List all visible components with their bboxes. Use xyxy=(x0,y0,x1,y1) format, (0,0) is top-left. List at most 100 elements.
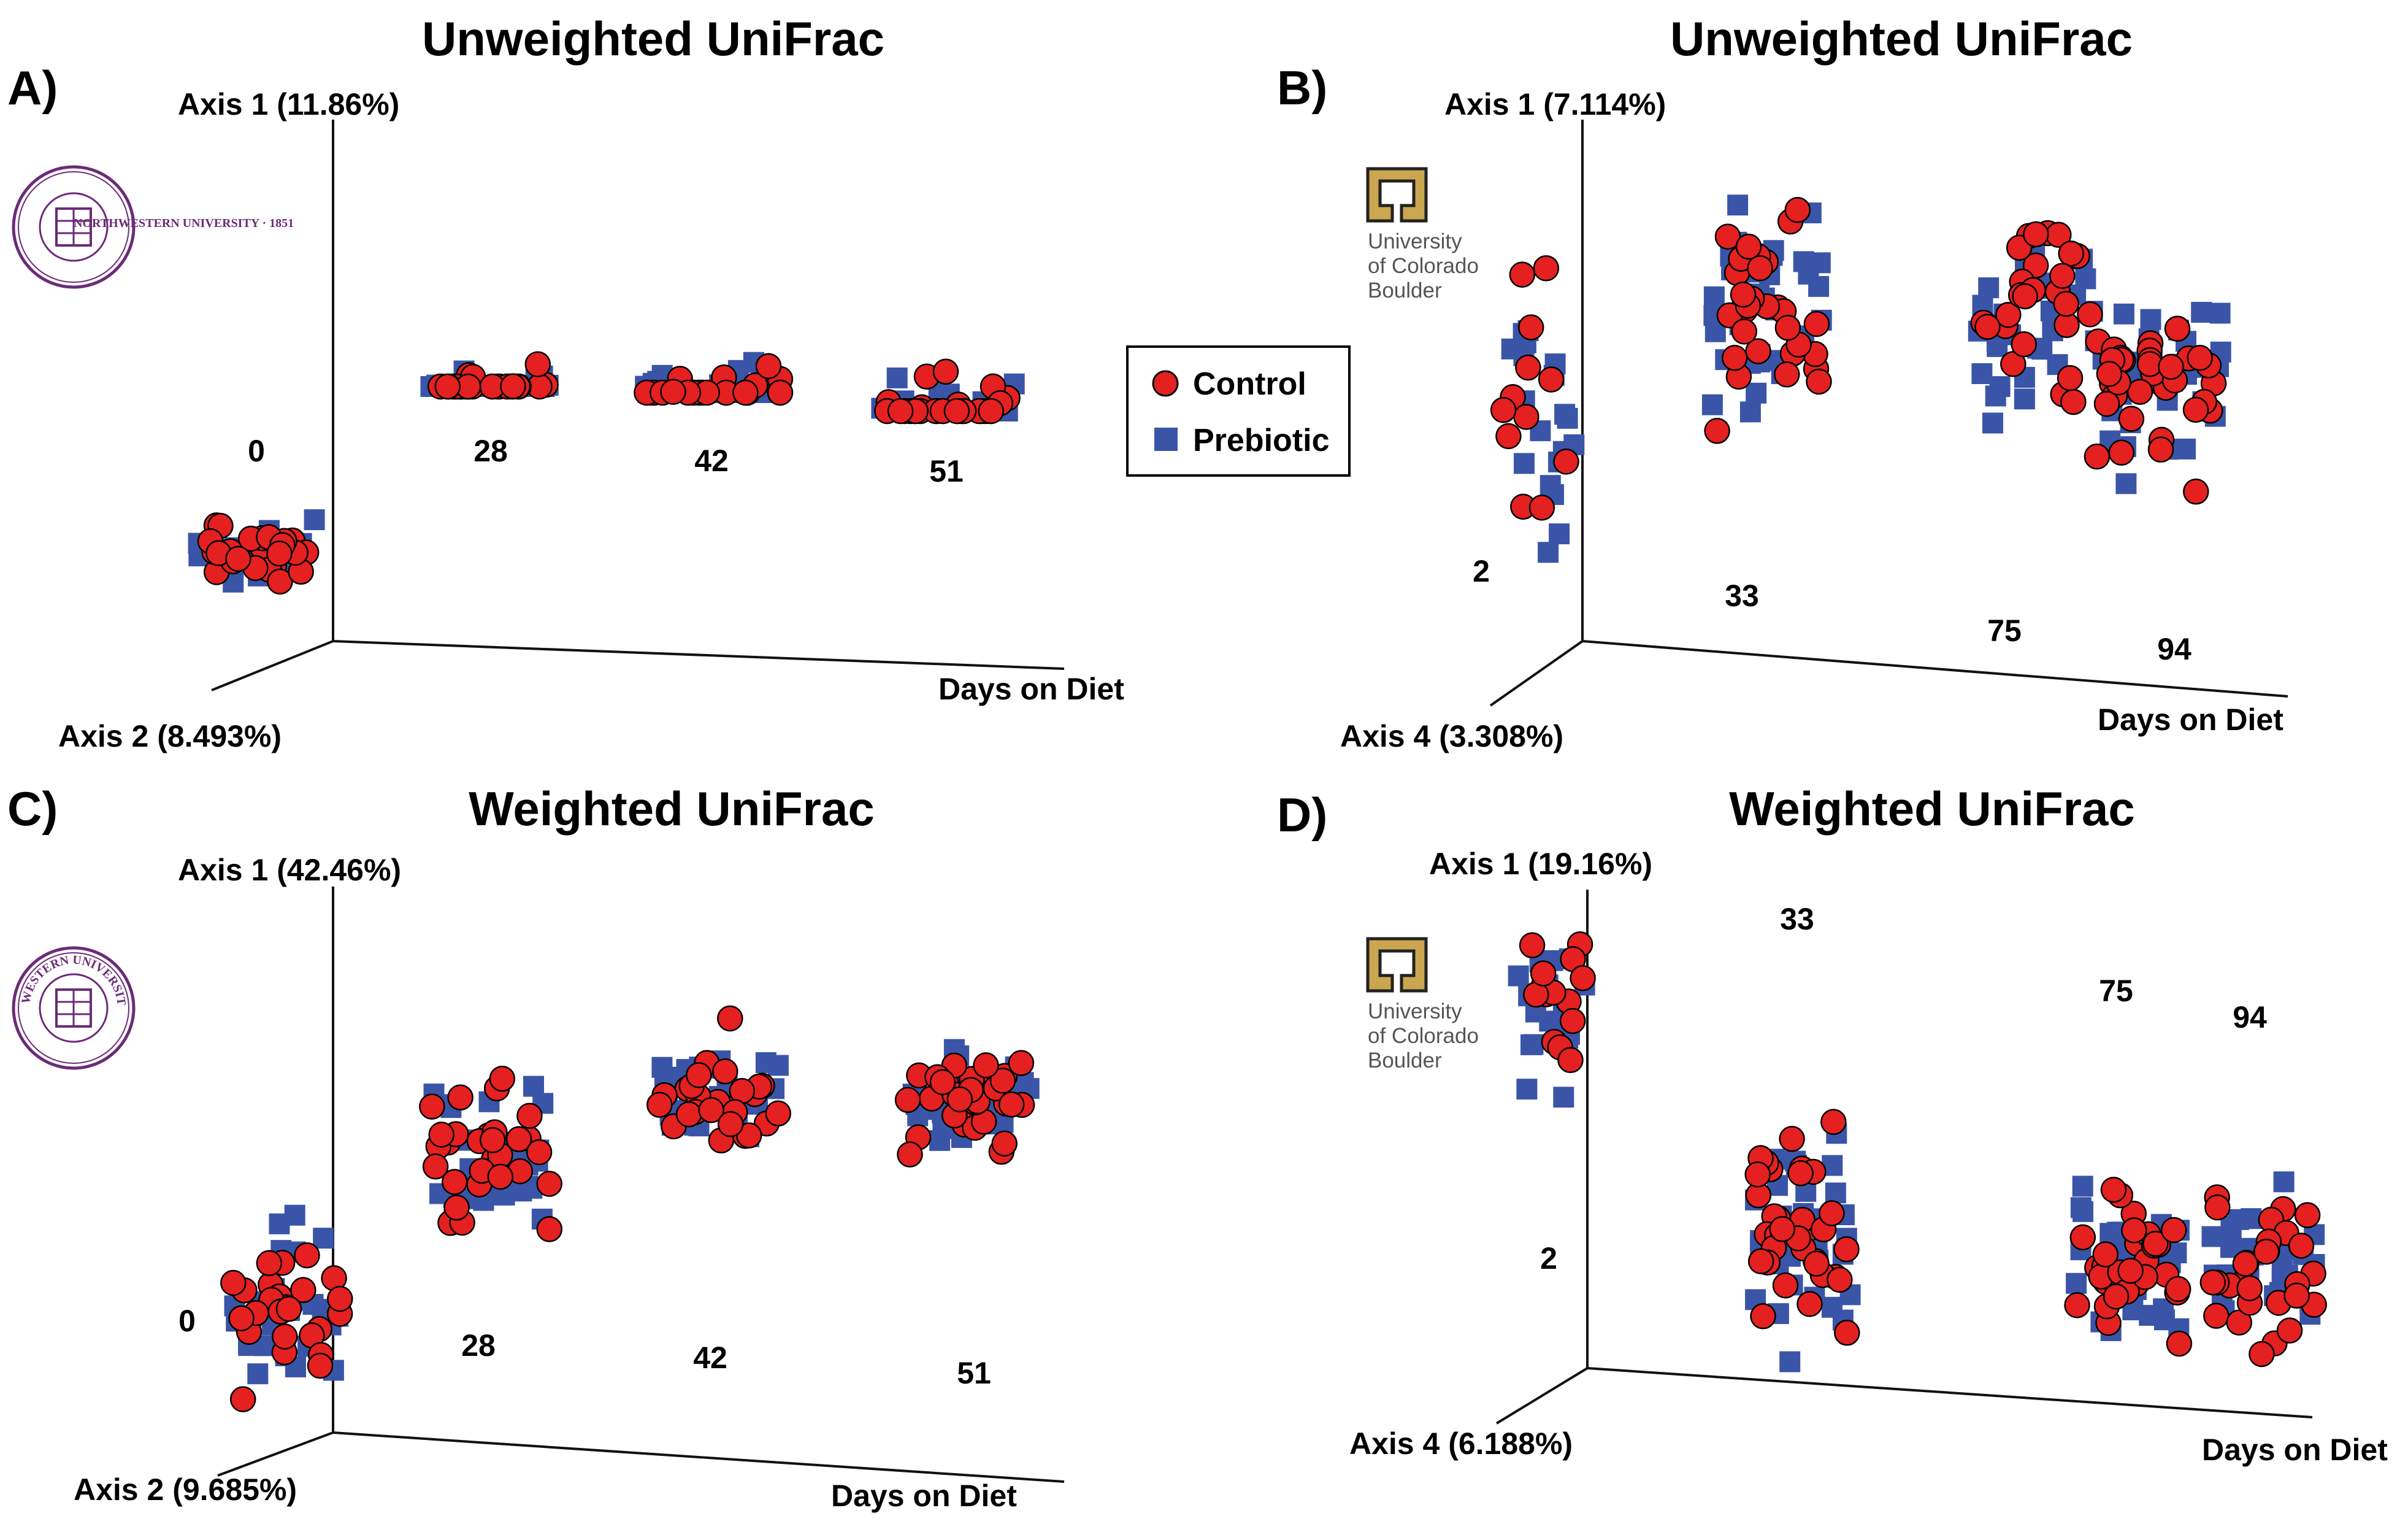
control-point xyxy=(447,1084,474,1111)
control-point xyxy=(1827,1266,1853,1293)
control-point xyxy=(422,1153,449,1180)
control-point xyxy=(2166,1330,2193,1357)
control-point xyxy=(220,1269,247,1296)
axis-vertical-label: Axis 1 (11.86%) xyxy=(178,87,399,121)
control-point xyxy=(943,398,970,425)
control-point xyxy=(660,379,686,405)
panel-label: D) xyxy=(1277,788,1327,842)
control-point xyxy=(428,1122,454,1148)
control-point xyxy=(1803,310,1830,337)
prebiotic-point xyxy=(247,1363,269,1385)
day-label-75: 75 xyxy=(1987,614,2022,648)
control-point xyxy=(2053,290,2080,317)
prebiotic-point xyxy=(1985,385,2006,407)
control-point xyxy=(2203,1303,2230,1329)
cu-boulder-logo: University of Colorado Boulder xyxy=(1366,937,1479,1072)
prebiotic-point xyxy=(313,1228,334,1249)
control-point xyxy=(686,1062,712,1088)
prebiotic-point xyxy=(1538,542,1559,563)
day-label-42: 42 xyxy=(693,1341,727,1375)
control-point xyxy=(2165,1276,2191,1303)
control-point xyxy=(1557,1047,1584,1074)
control-point xyxy=(2060,388,2087,415)
control-point xyxy=(2084,443,2111,470)
panel-b: B) Unweighted UniFrac Axis 1 (7.114%) Ax… xyxy=(1277,12,2288,753)
prebiotic-point xyxy=(1987,336,2008,357)
legend-prebiotic-marker xyxy=(1154,428,1178,451)
control-point xyxy=(1714,223,1741,250)
control-point xyxy=(1517,314,1544,341)
control-point xyxy=(2121,1217,2147,1244)
control-point xyxy=(2117,1258,2144,1284)
prebiotic-point xyxy=(1746,382,1767,404)
prebiotic-point xyxy=(1549,523,1570,545)
prebiotic-point xyxy=(1727,194,1749,216)
axis-days xyxy=(332,640,1065,670)
control-point xyxy=(897,1141,923,1168)
control-point xyxy=(717,1110,744,1137)
prebiotic-point xyxy=(2201,1226,2223,1247)
control-point xyxy=(1769,1216,1795,1242)
control-point xyxy=(2204,1194,2231,1221)
data-points xyxy=(1508,931,2327,1372)
control-point xyxy=(275,1296,302,1322)
control-point xyxy=(1538,366,1565,393)
control-point xyxy=(2069,1224,2096,1251)
control-point xyxy=(2126,379,2153,405)
control-point xyxy=(536,1216,563,1242)
day-label-33: 33 xyxy=(1725,579,1759,613)
control-point xyxy=(2236,1275,2263,1301)
control-point xyxy=(500,373,526,399)
control-point xyxy=(225,545,251,572)
prebiotic-point xyxy=(755,1052,776,1073)
control-point xyxy=(526,1139,553,1166)
control-point xyxy=(267,568,293,595)
control-point xyxy=(932,358,959,385)
control-point xyxy=(1974,314,2001,340)
control-point xyxy=(1819,1200,1845,1226)
control-point xyxy=(991,1130,1018,1157)
control-point xyxy=(1509,261,1536,288)
prebiotic-point xyxy=(2066,1272,2087,1294)
northwestern-seal-logo: NORTHWESTERN UNIVERSITY · 1851 xyxy=(12,165,294,289)
day-label-94: 94 xyxy=(2233,1000,2267,1034)
control-point xyxy=(2103,1283,2130,1310)
control-point xyxy=(1787,1160,1814,1187)
control-point xyxy=(717,1005,743,1032)
prebiotic-point xyxy=(2115,473,2137,495)
control-point xyxy=(2049,263,2076,289)
legend-prebiotic-label: Prebiotic xyxy=(1193,423,1330,458)
control-point xyxy=(434,373,461,400)
axis-depth-label: Axis 4 (3.308%) xyxy=(1340,719,1563,753)
axis-vertical-label: Axis 1 (7.114%) xyxy=(1444,87,1666,121)
control-point xyxy=(887,398,914,425)
control-point xyxy=(2096,361,2123,387)
day-label-51: 51 xyxy=(957,1356,991,1390)
prebiotic-point xyxy=(2191,302,2212,323)
prebiotic-point xyxy=(2072,1201,2093,1222)
control-point xyxy=(327,1285,353,1312)
prebiotic-point xyxy=(2241,1208,2262,1230)
legend-control-marker xyxy=(1152,370,1179,397)
day-label-2: 2 xyxy=(1473,554,1490,588)
prebiotic-point xyxy=(1554,404,1576,425)
axis-depth-label: Axis 2 (9.685%) xyxy=(74,1472,297,1507)
control-point xyxy=(2058,240,2084,267)
control-point xyxy=(946,1086,973,1113)
control-point xyxy=(894,1087,921,1114)
control-point xyxy=(973,1052,999,1079)
day-label-42: 42 xyxy=(694,444,729,478)
control-point xyxy=(989,1068,1016,1094)
axis-depth xyxy=(1495,1367,1589,1425)
prebiotic-point xyxy=(1822,1296,1842,1318)
control-point xyxy=(2000,351,2026,377)
chart-title: Unweighted UniFrac xyxy=(422,12,884,66)
control-point xyxy=(2283,1282,2310,1309)
panel-label: A) xyxy=(7,61,58,115)
svg-text:of Colorado: of Colorado xyxy=(1368,1024,1479,1048)
prebiotic-point xyxy=(304,509,325,531)
control-point xyxy=(1735,233,1762,260)
prebiotic-point xyxy=(1522,1034,1544,1055)
control-point xyxy=(2160,1217,2187,1244)
control-point xyxy=(1779,1126,1805,1152)
